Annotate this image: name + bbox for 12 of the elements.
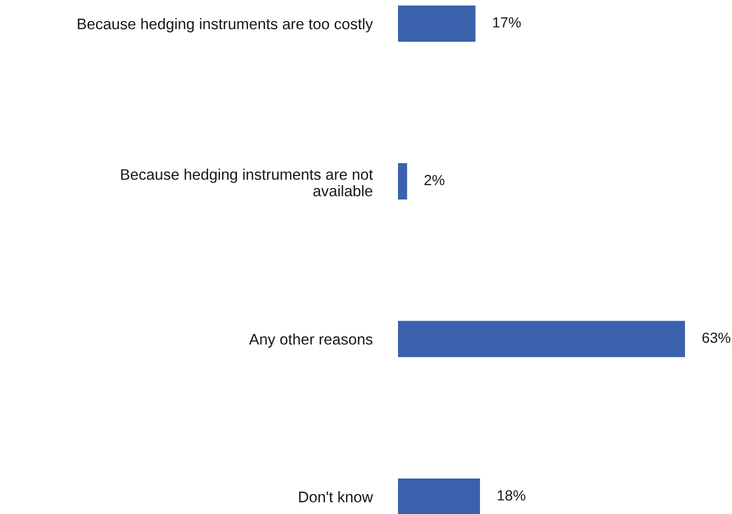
data-label: 18% xyxy=(498,490,526,501)
y-tick-label: Because hedging instruments are not available xyxy=(121,168,373,196)
bar xyxy=(398,320,685,358)
data-label: 63% xyxy=(702,332,730,343)
data-label: 17% xyxy=(493,17,521,28)
y-tick-label: Because hedging instruments are too costly xyxy=(78,18,373,32)
bar xyxy=(398,6,476,42)
y-tick-label: Don't know xyxy=(299,491,374,502)
bar xyxy=(398,163,408,200)
data-label: 2% xyxy=(424,174,444,186)
y-tick-label: Any other reasons xyxy=(249,333,372,348)
bar xyxy=(398,478,480,514)
